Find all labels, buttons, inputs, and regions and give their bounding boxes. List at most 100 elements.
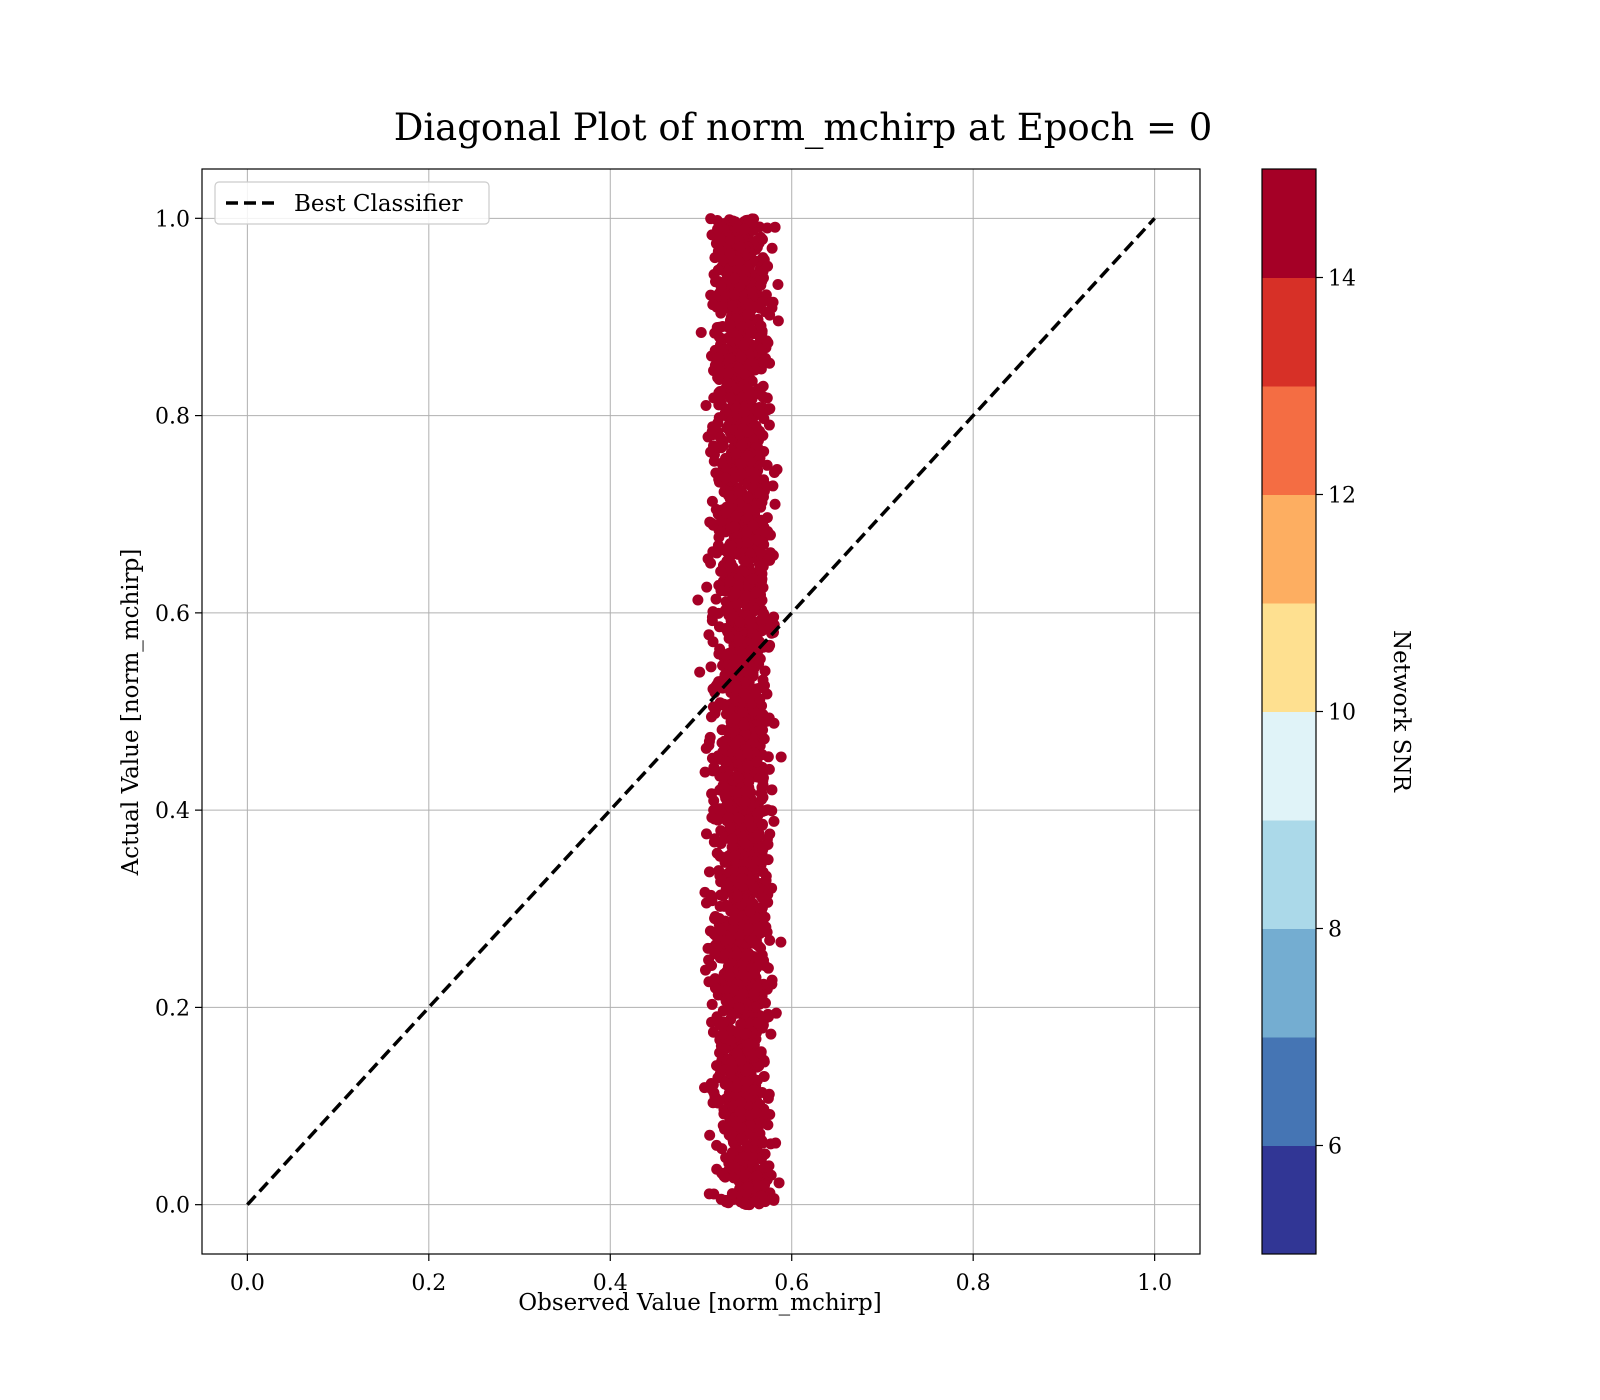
colorbar-label: Network SNR — [1388, 630, 1414, 793]
scatter-point — [772, 315, 784, 327]
scatter-point — [701, 581, 713, 593]
scatter-point — [705, 711, 717, 723]
scatter-point — [724, 248, 736, 260]
scatter-point — [759, 665, 771, 677]
scatter-point — [755, 560, 767, 572]
scatter-point — [714, 385, 726, 397]
scatter-point — [729, 273, 741, 285]
scatter-point — [726, 841, 738, 853]
scatter-point — [712, 264, 724, 276]
scatter-point — [709, 252, 721, 264]
scatter-point — [694, 666, 706, 678]
scatter-point — [749, 364, 761, 376]
scatter-point — [715, 281, 727, 293]
scatter-point — [708, 761, 720, 773]
scatter-point — [739, 1028, 751, 1040]
scatter-point — [735, 1054, 747, 1066]
scatter-point — [717, 890, 729, 902]
scatter-point — [732, 771, 744, 783]
colorbar-band — [1262, 603, 1316, 712]
grid-lines — [202, 169, 1200, 1254]
scatter-point — [726, 1188, 738, 1200]
scatter-point — [751, 921, 763, 933]
scatter-point — [719, 1043, 731, 1055]
scatter-point — [728, 922, 740, 934]
scatter-point — [742, 759, 754, 771]
scatter-point — [734, 1106, 746, 1118]
scatter-point — [754, 332, 766, 344]
scatter-point — [736, 872, 748, 884]
scatter-point — [722, 797, 734, 809]
scatter-point — [764, 934, 776, 946]
scatter-point — [755, 231, 767, 243]
scatter-point — [717, 1005, 729, 1017]
scatter-point — [721, 422, 733, 434]
scatter-point — [768, 1193, 780, 1205]
scatter-point — [755, 724, 767, 736]
scatter-point — [735, 351, 747, 363]
scatter-point — [706, 812, 718, 824]
scatter-point — [703, 954, 715, 966]
scatter-point — [767, 296, 779, 308]
scatter-point — [757, 772, 769, 784]
scatter-point — [756, 819, 768, 831]
scatter-point — [742, 491, 754, 503]
scatter-point — [740, 1076, 752, 1088]
scatter-point — [762, 962, 774, 974]
scatter-point — [735, 1122, 747, 1134]
colorbar-tick-label: 6 — [1328, 1135, 1342, 1160]
scatter-point — [715, 924, 727, 936]
scatter-point — [728, 289, 740, 301]
scatter-point — [715, 307, 727, 319]
scatter-point — [732, 891, 744, 903]
colorbar-tick-label: 12 — [1328, 484, 1356, 509]
scatter-point — [742, 814, 754, 826]
scatter-point — [754, 302, 766, 314]
scatter-point — [737, 647, 749, 659]
scatter-point — [719, 472, 731, 484]
scatter-point — [755, 547, 767, 559]
scatter-point — [746, 643, 758, 655]
y-tick-label: 0.4 — [155, 799, 190, 824]
scatter-point — [762, 854, 774, 866]
scatter-point — [714, 233, 726, 245]
scatter-point — [746, 934, 758, 946]
colorbar-band — [1262, 494, 1316, 604]
y-tick-label: 0.0 — [155, 1194, 190, 1219]
scatter-point — [715, 585, 727, 597]
scatter-point — [742, 426, 754, 438]
scatter-point — [723, 812, 735, 824]
scatter-point — [706, 788, 718, 800]
scatter-point — [700, 399, 712, 411]
scatter-point — [755, 514, 767, 526]
y-tick-label: 0.8 — [155, 405, 190, 430]
scatter-point — [752, 828, 764, 840]
scatter-point — [772, 279, 784, 291]
scatter-point — [716, 737, 728, 749]
scatter-point — [735, 1133, 747, 1145]
scatter-point — [744, 874, 756, 886]
scatter-point — [757, 843, 769, 855]
scatter-point — [754, 406, 766, 418]
colorbar-band — [1262, 928, 1316, 1038]
scatter-point — [760, 921, 772, 933]
scatter-point — [745, 325, 757, 337]
scatter-point — [773, 1177, 785, 1189]
scatter-point — [770, 1137, 782, 1149]
scatter-point — [742, 503, 754, 515]
x-tick-label: 0.6 — [774, 1271, 809, 1296]
scatter-point — [766, 242, 778, 254]
y-axis-label: Actual Value [norm_mchirp] — [118, 549, 144, 877]
x-tick-label: 0.4 — [593, 1271, 628, 1296]
scatter-point — [775, 751, 787, 763]
scatter-point — [718, 1108, 730, 1120]
scatter-point — [703, 629, 715, 641]
scatter-point — [738, 406, 750, 418]
scatter-point — [716, 1143, 728, 1155]
scatter-point — [706, 998, 718, 1010]
scatter-point — [724, 493, 736, 505]
scatter-point — [738, 368, 750, 380]
best-classifier-line — [246, 217, 1156, 1206]
plot-area — [201, 168, 1201, 1255]
